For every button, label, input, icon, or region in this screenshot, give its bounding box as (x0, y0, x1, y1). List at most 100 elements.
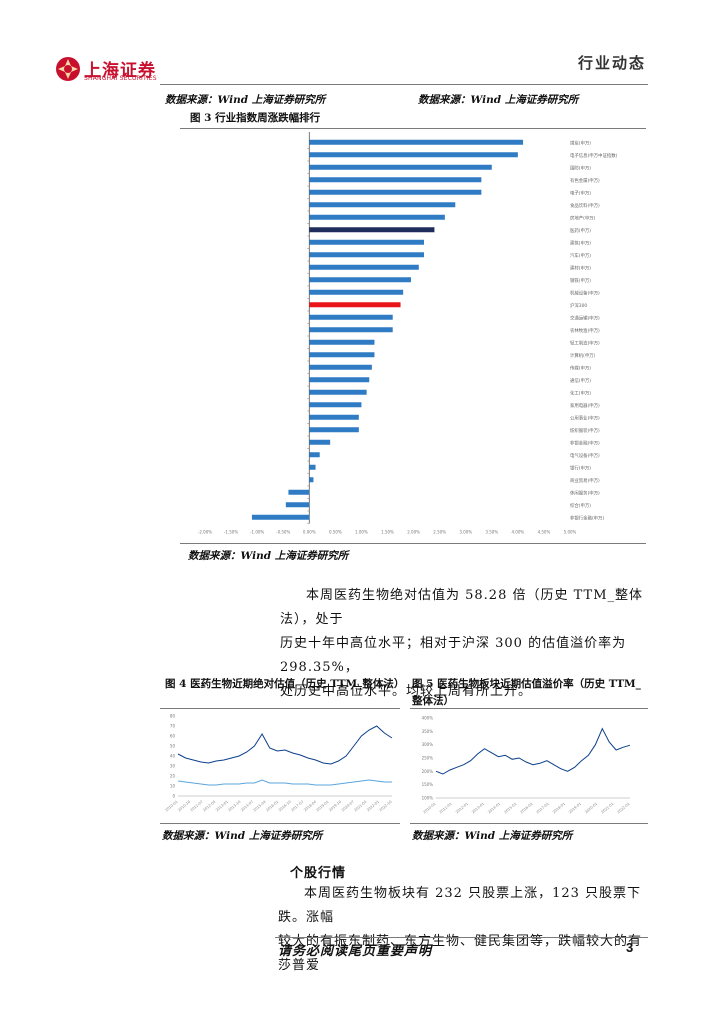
paragraph-valuation: 本周医药生物绝对估值为 58.28 倍（历史 TTM_整体法），处于 历史十年中… (280, 584, 652, 704)
x-tick-label: 3.50% (485, 530, 498, 535)
category-label: 食品饮料(申万) (570, 202, 600, 209)
category-label: 交通运输(申万) (570, 314, 600, 321)
bar (309, 277, 411, 283)
x-tick-label: 2018-01 (552, 802, 566, 815)
bar (251, 514, 310, 520)
figure3-rule-top (180, 128, 646, 129)
bar (309, 452, 320, 458)
x-tick-label: 1.50% (381, 530, 394, 535)
bar (309, 427, 359, 433)
bar (309, 264, 419, 270)
y-tick-label: 250% (422, 756, 434, 761)
x-tick-label: -1.00% (250, 530, 264, 535)
category-label: 通信(申万) (570, 377, 591, 384)
paragraph-line: 本周医药生物绝对估值为 58.28 倍（历史 TTM_整体法），处于 (280, 588, 644, 627)
bar (309, 327, 393, 333)
bar (309, 227, 435, 233)
figure4-rule-top (160, 708, 400, 709)
bar (309, 439, 331, 445)
bar (285, 502, 310, 508)
bar (309, 214, 445, 220)
paragraph-stocks: 本周医药生物板块有 232 只股票上涨，123 只股票下跌。涨幅 较大的有振东制… (278, 882, 650, 978)
category-label: 钢铁(申万) (570, 277, 591, 284)
x-tick-label: -2.00% (198, 530, 212, 535)
y-tick-label: 50 (170, 744, 176, 749)
category-label: 电气设备(申万) (570, 452, 600, 459)
category-label: 非银行金融(申万) (570, 514, 604, 521)
category-label: 有色金属(申万) (570, 177, 600, 184)
figure5-source: 数据来源：Wind 上海证券研究所 (412, 830, 573, 842)
bar (309, 202, 456, 208)
category-label: 国防(申万) (570, 164, 591, 171)
bar (309, 414, 359, 420)
x-tick-label: 2.00% (407, 530, 420, 535)
y-tick-label: 10 (170, 784, 176, 789)
x-tick-label: 2017-01 (536, 802, 550, 815)
category-label: 计算机(申万) (570, 352, 596, 359)
category-label: 煤炭(申万) (570, 139, 591, 146)
x-tick-label: 2022-01 (617, 802, 631, 815)
category-label: 沪深300 (570, 302, 587, 309)
x-tick-label: 2.50% (433, 530, 446, 535)
bar (309, 189, 482, 195)
y-tick-label: 60 (170, 734, 176, 739)
bar (309, 289, 404, 295)
bar (309, 177, 482, 183)
bar (309, 377, 370, 383)
bar (309, 402, 362, 408)
figure5-caption-line: 图 5 医药生物板块近期估值溢价率（历史 TTM_ (412, 678, 641, 690)
x-tick-label: 2010-01 (423, 802, 437, 815)
x-tick-label: -0.50% (276, 530, 290, 535)
x-tick-label: 0.50% (329, 530, 342, 535)
paragraph-line: 历史十年中高位水平；相对于沪深 300 的估值溢价率为 298.35%， (280, 636, 627, 675)
y-tick-label: 400% (422, 716, 434, 721)
bar (309, 477, 314, 483)
x-tick-label: 2020-07 (341, 800, 355, 813)
x-tick-label: 0.00% (303, 530, 316, 535)
category-label: 传媒(申万) (570, 364, 591, 371)
figure4-chart: 807060504030201002010-012010-102011-0720… (165, 714, 394, 813)
x-tick-label: 2017-07 (290, 800, 304, 813)
bar (309, 352, 375, 358)
series-line (435, 727, 631, 775)
x-tick-label: 2014-01 (487, 802, 501, 815)
figure5-rule-bottom (410, 823, 648, 824)
x-tick-label: -1.50% (224, 530, 238, 535)
category-label: 农林牧渔(申万) (570, 327, 600, 334)
category-label: 机械设备(申万) (570, 289, 600, 296)
bar (309, 239, 424, 245)
bar (309, 464, 316, 470)
category-label: 家用电器(申万) (570, 402, 600, 409)
x-tick-label: 4.50% (538, 530, 551, 535)
figure5-rule-top (410, 708, 648, 709)
series-line (177, 725, 393, 765)
category-label: 房地产(申万) (570, 214, 596, 221)
y-tick-label: 350% (422, 729, 434, 734)
top-source-left: 数据来源：Wind 上海证券研究所 (165, 94, 326, 106)
category-label: 非银金融(申万) (570, 439, 600, 446)
y-tick-label: 300% (422, 742, 434, 747)
x-tick-label: 2010-01 (165, 800, 179, 813)
x-tick-label: 2019-01 (316, 800, 330, 813)
figure3-caption: 图 3 行业指数周涨跌幅排行 (190, 112, 321, 124)
x-tick-label: 4.00% (511, 530, 524, 535)
logo-emblem-icon (56, 57, 80, 81)
bar (309, 139, 524, 145)
category-label: 纺织服装(申万) (570, 427, 600, 434)
y-tick-label: 200% (422, 769, 434, 774)
x-tick-label: 2012-01 (455, 802, 469, 815)
bar (309, 164, 492, 170)
category-label: 汽车(申万) (570, 252, 591, 259)
x-tick-label: 3.00% (459, 530, 472, 535)
page-header: 上海证券 SHANGHAI SECURITIES 行业动态 (0, 0, 724, 90)
category-label: 公用事业(申万) (570, 414, 600, 421)
x-tick-label: 1.00% (355, 530, 368, 535)
y-tick-label: 0 (172, 794, 175, 799)
category-label: 休闲服务(申万) (570, 489, 600, 496)
category-label: 建材(申万) (570, 264, 591, 271)
x-tick-label: 2021-01 (600, 802, 614, 815)
figure4-rule-bottom (160, 823, 400, 824)
category-label: 综合(申万) (570, 502, 591, 509)
category-label: 建筑(申万) (570, 239, 591, 246)
category-label: 医药(申万) (570, 227, 591, 234)
